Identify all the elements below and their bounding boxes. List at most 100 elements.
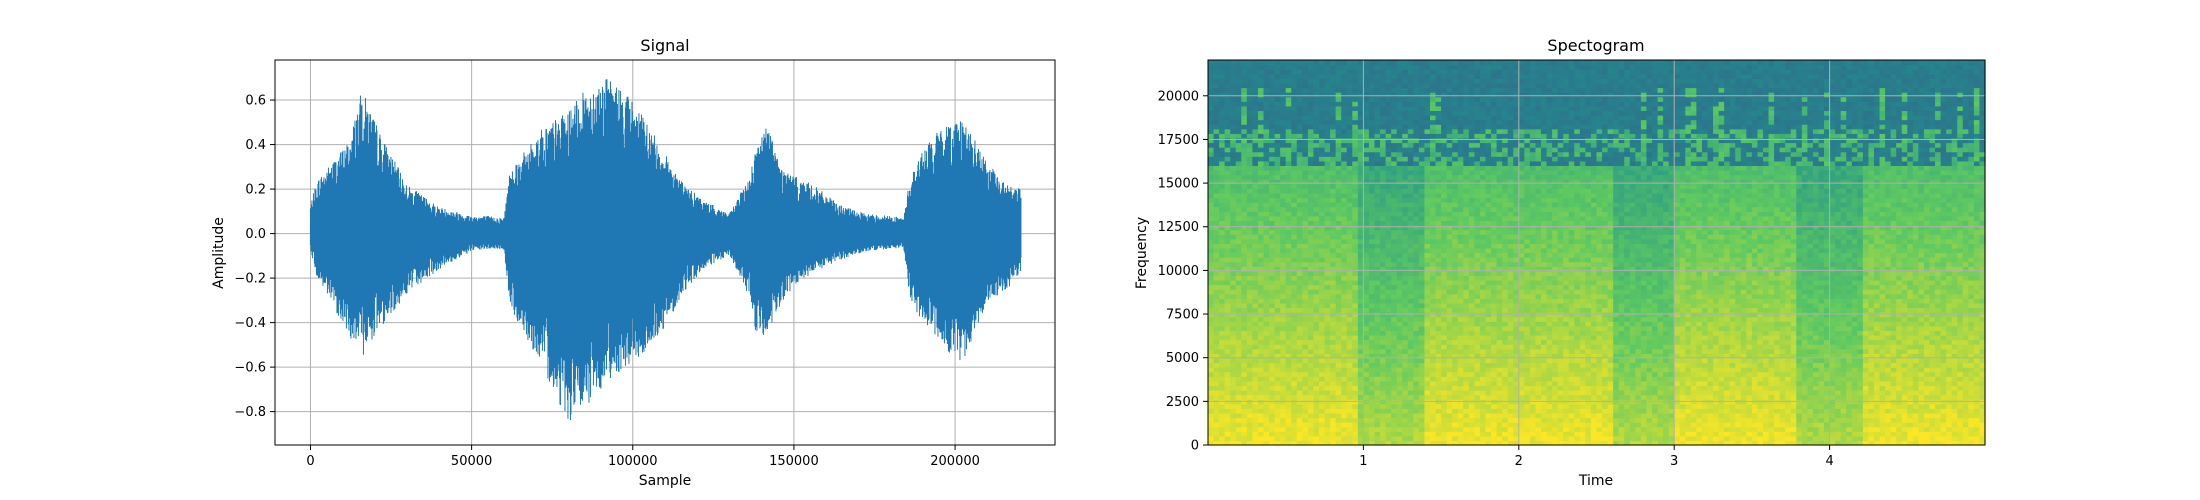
spectrogram-cell bbox=[1413, 362, 1420, 368]
spectrogram-cell bbox=[1502, 261, 1509, 267]
spectrogram-cell bbox=[1291, 403, 1298, 409]
spectrogram-cell bbox=[1468, 128, 1475, 134]
spectrogram-cell bbox=[1368, 330, 1376, 336]
spectrogram-cell bbox=[1391, 243, 1398, 249]
spectrogram-cell bbox=[1457, 417, 1464, 423]
spectrogram-cell bbox=[1285, 64, 1292, 70]
spectrogram-cell bbox=[1346, 330, 1353, 336]
spectrogram-cell bbox=[1413, 403, 1420, 409]
spectrogram-cell bbox=[1208, 78, 1215, 84]
spectrogram-cell bbox=[1385, 202, 1392, 208]
spectrogram-cell bbox=[1324, 422, 1331, 428]
spectrogram-cell bbox=[1241, 206, 1248, 212]
spectrogram-cell bbox=[1380, 192, 1387, 199]
spectrogram-cell bbox=[1435, 284, 1442, 290]
spectrogram-cell bbox=[1441, 330, 1448, 336]
spectrogram-cell bbox=[1219, 261, 1226, 267]
spectrogram-cell bbox=[1491, 289, 1498, 295]
spectrogram-cell bbox=[1518, 188, 1525, 194]
spectrogram-cell bbox=[1507, 60, 1514, 66]
spectrogram-cell bbox=[1407, 225, 1414, 231]
spectrogram-cell bbox=[1441, 371, 1448, 377]
spectrogram-cell bbox=[1468, 348, 1475, 354]
spectrogram-cell bbox=[1391, 380, 1398, 387]
spectrogram-cell bbox=[1346, 87, 1353, 93]
spectrogram-cell bbox=[1341, 215, 1348, 222]
spectrogram-cell bbox=[1246, 238, 1253, 244]
spectrogram-cell bbox=[1330, 330, 1337, 336]
spectrogram-cell bbox=[1363, 206, 1370, 212]
spectrogram-cell bbox=[1407, 344, 1414, 350]
spectrogram-cell bbox=[1502, 247, 1509, 254]
spectrogram-cell bbox=[1319, 247, 1326, 254]
spectrogram-cell bbox=[1230, 335, 1237, 341]
spectrogram-cell bbox=[1296, 357, 1303, 364]
spectrogram-cell bbox=[1457, 280, 1464, 286]
spectrogram-cell bbox=[1280, 408, 1287, 414]
spectrogram-cell bbox=[1246, 188, 1253, 194]
spectrogram-cell bbox=[1235, 64, 1242, 70]
spectrogram-cell bbox=[1413, 435, 1420, 442]
spectrogram-cell bbox=[1285, 73, 1292, 79]
spectrogram-cell bbox=[1313, 234, 1320, 240]
spectrogram-cell bbox=[1241, 298, 1248, 304]
spectrogram-cell bbox=[1485, 348, 1492, 354]
spectrogram-cell bbox=[1463, 82, 1470, 89]
spectrogram-cell bbox=[1330, 348, 1337, 354]
spectrogram-cell bbox=[1291, 165, 1298, 171]
spectrogram-cell bbox=[1424, 78, 1431, 84]
spectrogram-cell bbox=[1529, 412, 1537, 419]
spectrogram-cell bbox=[1446, 257, 1453, 263]
spectrogram-cell bbox=[1463, 280, 1470, 286]
spectrogram-cell bbox=[1529, 128, 1537, 134]
spectrogram-cell bbox=[1435, 238, 1442, 244]
spectrogram-cell bbox=[1418, 257, 1426, 263]
spectrogram-cell bbox=[1385, 160, 1392, 167]
spectrogram-cell bbox=[1457, 394, 1464, 400]
spectrogram-cell bbox=[1374, 298, 1381, 304]
spectrogram-cell bbox=[1380, 78, 1387, 84]
spectrogram-cell bbox=[1518, 165, 1525, 171]
spectrogram-cell bbox=[1380, 335, 1387, 341]
spectrogram-cell bbox=[1352, 133, 1359, 139]
spectrogram-cell bbox=[1341, 312, 1348, 318]
spectrogram-cell bbox=[1208, 234, 1215, 240]
spectrogram-cell bbox=[1219, 266, 1226, 272]
spectrogram-cell bbox=[1235, 73, 1242, 79]
spectrogram-cell bbox=[1230, 160, 1237, 167]
spectrogram-cell bbox=[1474, 73, 1481, 79]
signal-y-ticks: −0.8−0.6−0.4−0.20.00.20.40.6 bbox=[234, 94, 275, 420]
spectrogram-cell bbox=[1474, 197, 1481, 203]
spectrogram-cell bbox=[1385, 417, 1392, 423]
spectrogram-cell bbox=[1424, 243, 1431, 249]
spectrogram-cell bbox=[1335, 380, 1342, 387]
spectrogram-cell bbox=[1424, 270, 1431, 277]
spectrogram-cell bbox=[1252, 289, 1259, 295]
spectrogram-cell bbox=[1491, 252, 1498, 258]
spectrogram-cell bbox=[1479, 403, 1487, 409]
spectrogram-cell bbox=[1507, 211, 1514, 217]
spectrogram-cell bbox=[1457, 357, 1464, 364]
spectrogram-cell bbox=[1252, 64, 1259, 70]
spectrogram-cell bbox=[1463, 312, 1470, 318]
spectrogram-cell bbox=[1507, 64, 1514, 70]
spectrogram-cell bbox=[1485, 422, 1492, 428]
spectrogram-cell bbox=[1296, 69, 1303, 75]
spectrogram-cell bbox=[1285, 87, 1292, 93]
spectrogram-cell bbox=[1241, 312, 1248, 318]
spectrogram-cell bbox=[1252, 390, 1259, 396]
spectrogram-cell bbox=[1319, 362, 1326, 368]
spectrogram-cell bbox=[1418, 151, 1426, 157]
spectrogram-cell bbox=[1257, 78, 1265, 84]
spectrogram-cell bbox=[1274, 412, 1281, 419]
spectrogram-cell bbox=[1430, 69, 1437, 75]
spectrogram-cell bbox=[1524, 183, 1531, 189]
spectrogram-cell bbox=[1463, 229, 1470, 235]
spectrogram-cell bbox=[1208, 330, 1215, 336]
spectrogram-cell bbox=[1474, 367, 1481, 373]
spectrogram-cell bbox=[1319, 220, 1326, 226]
spectrogram-cell bbox=[1496, 330, 1503, 336]
spectrogram-cell bbox=[1341, 147, 1348, 153]
spectrogram-cell bbox=[1368, 229, 1376, 235]
spectrogram-cell bbox=[1368, 408, 1376, 414]
